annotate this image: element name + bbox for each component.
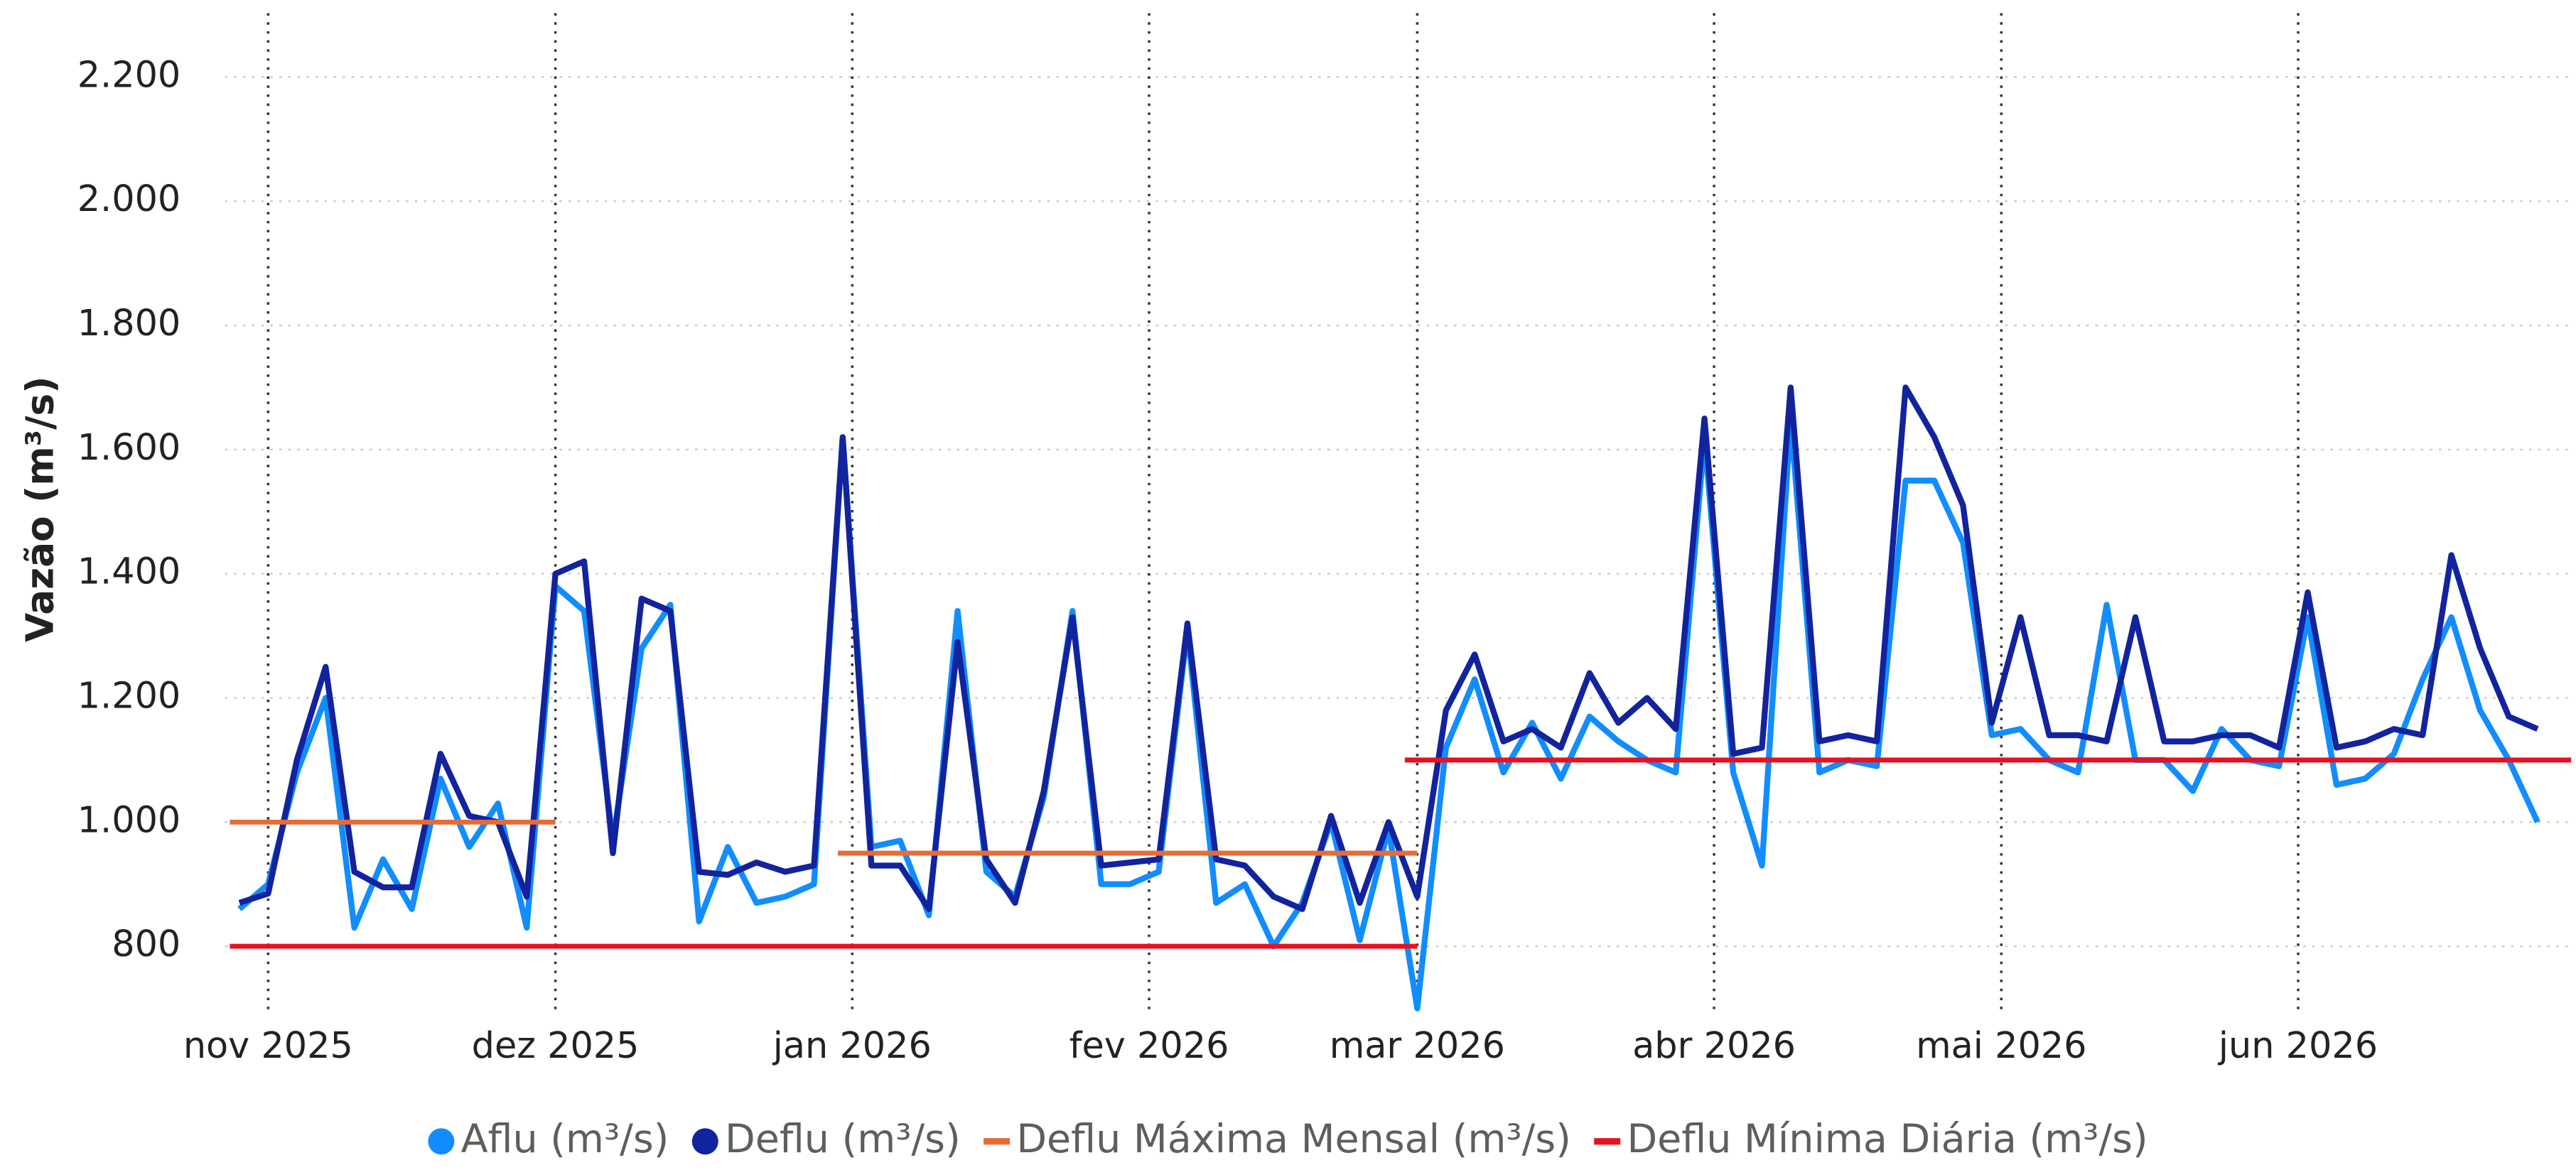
x-tick-label: mai 2026: [1916, 1024, 2086, 1066]
y-tick-label: 1.400: [77, 551, 181, 592]
y-tick-label: 1.800: [77, 302, 181, 344]
series-line: [237, 416, 2540, 1012]
legend-marker: [428, 1128, 455, 1155]
x-tick-label: jan 2026: [772, 1024, 932, 1066]
x-tick-label: fev 2026: [1069, 1024, 1229, 1066]
x-tick-label: nov 2025: [183, 1024, 353, 1066]
series-line: [230, 819, 1418, 856]
legend-label: Deflu Mínima Diária (m³/s): [1627, 1117, 2147, 1162]
x-tick-label: mar 2026: [1330, 1024, 1505, 1066]
y-tick-label: 2.000: [77, 178, 181, 220]
y-tick-label: 1.200: [77, 674, 181, 716]
series-line: [238, 384, 2539, 912]
series-line: [230, 757, 2572, 949]
legend-marker: [691, 1128, 718, 1155]
y-axis-title: Vazão (m³/s): [18, 377, 63, 642]
y-tick-label: 1.600: [77, 426, 181, 468]
y-tick-label: 2.200: [77, 53, 181, 95]
x-tick-label: abr 2026: [1632, 1024, 1796, 1066]
legend: Aflu (m³/s) Deflu (m³/s) Deflu Máxima Mens…: [428, 1117, 2148, 1162]
y-tick-label: 1.000: [77, 798, 181, 840]
y-tick-label: 800: [112, 923, 180, 965]
x-tick-label: jun 2026: [2218, 1024, 2378, 1066]
legend-label: Deflu Máxima Mensal (m³/s): [1016, 1117, 1571, 1162]
x-tick-label: dez 2025: [472, 1024, 640, 1066]
legend-label: Deflu (m³/s): [725, 1117, 961, 1162]
legend-label: Aflu (m³/s): [461, 1117, 669, 1162]
